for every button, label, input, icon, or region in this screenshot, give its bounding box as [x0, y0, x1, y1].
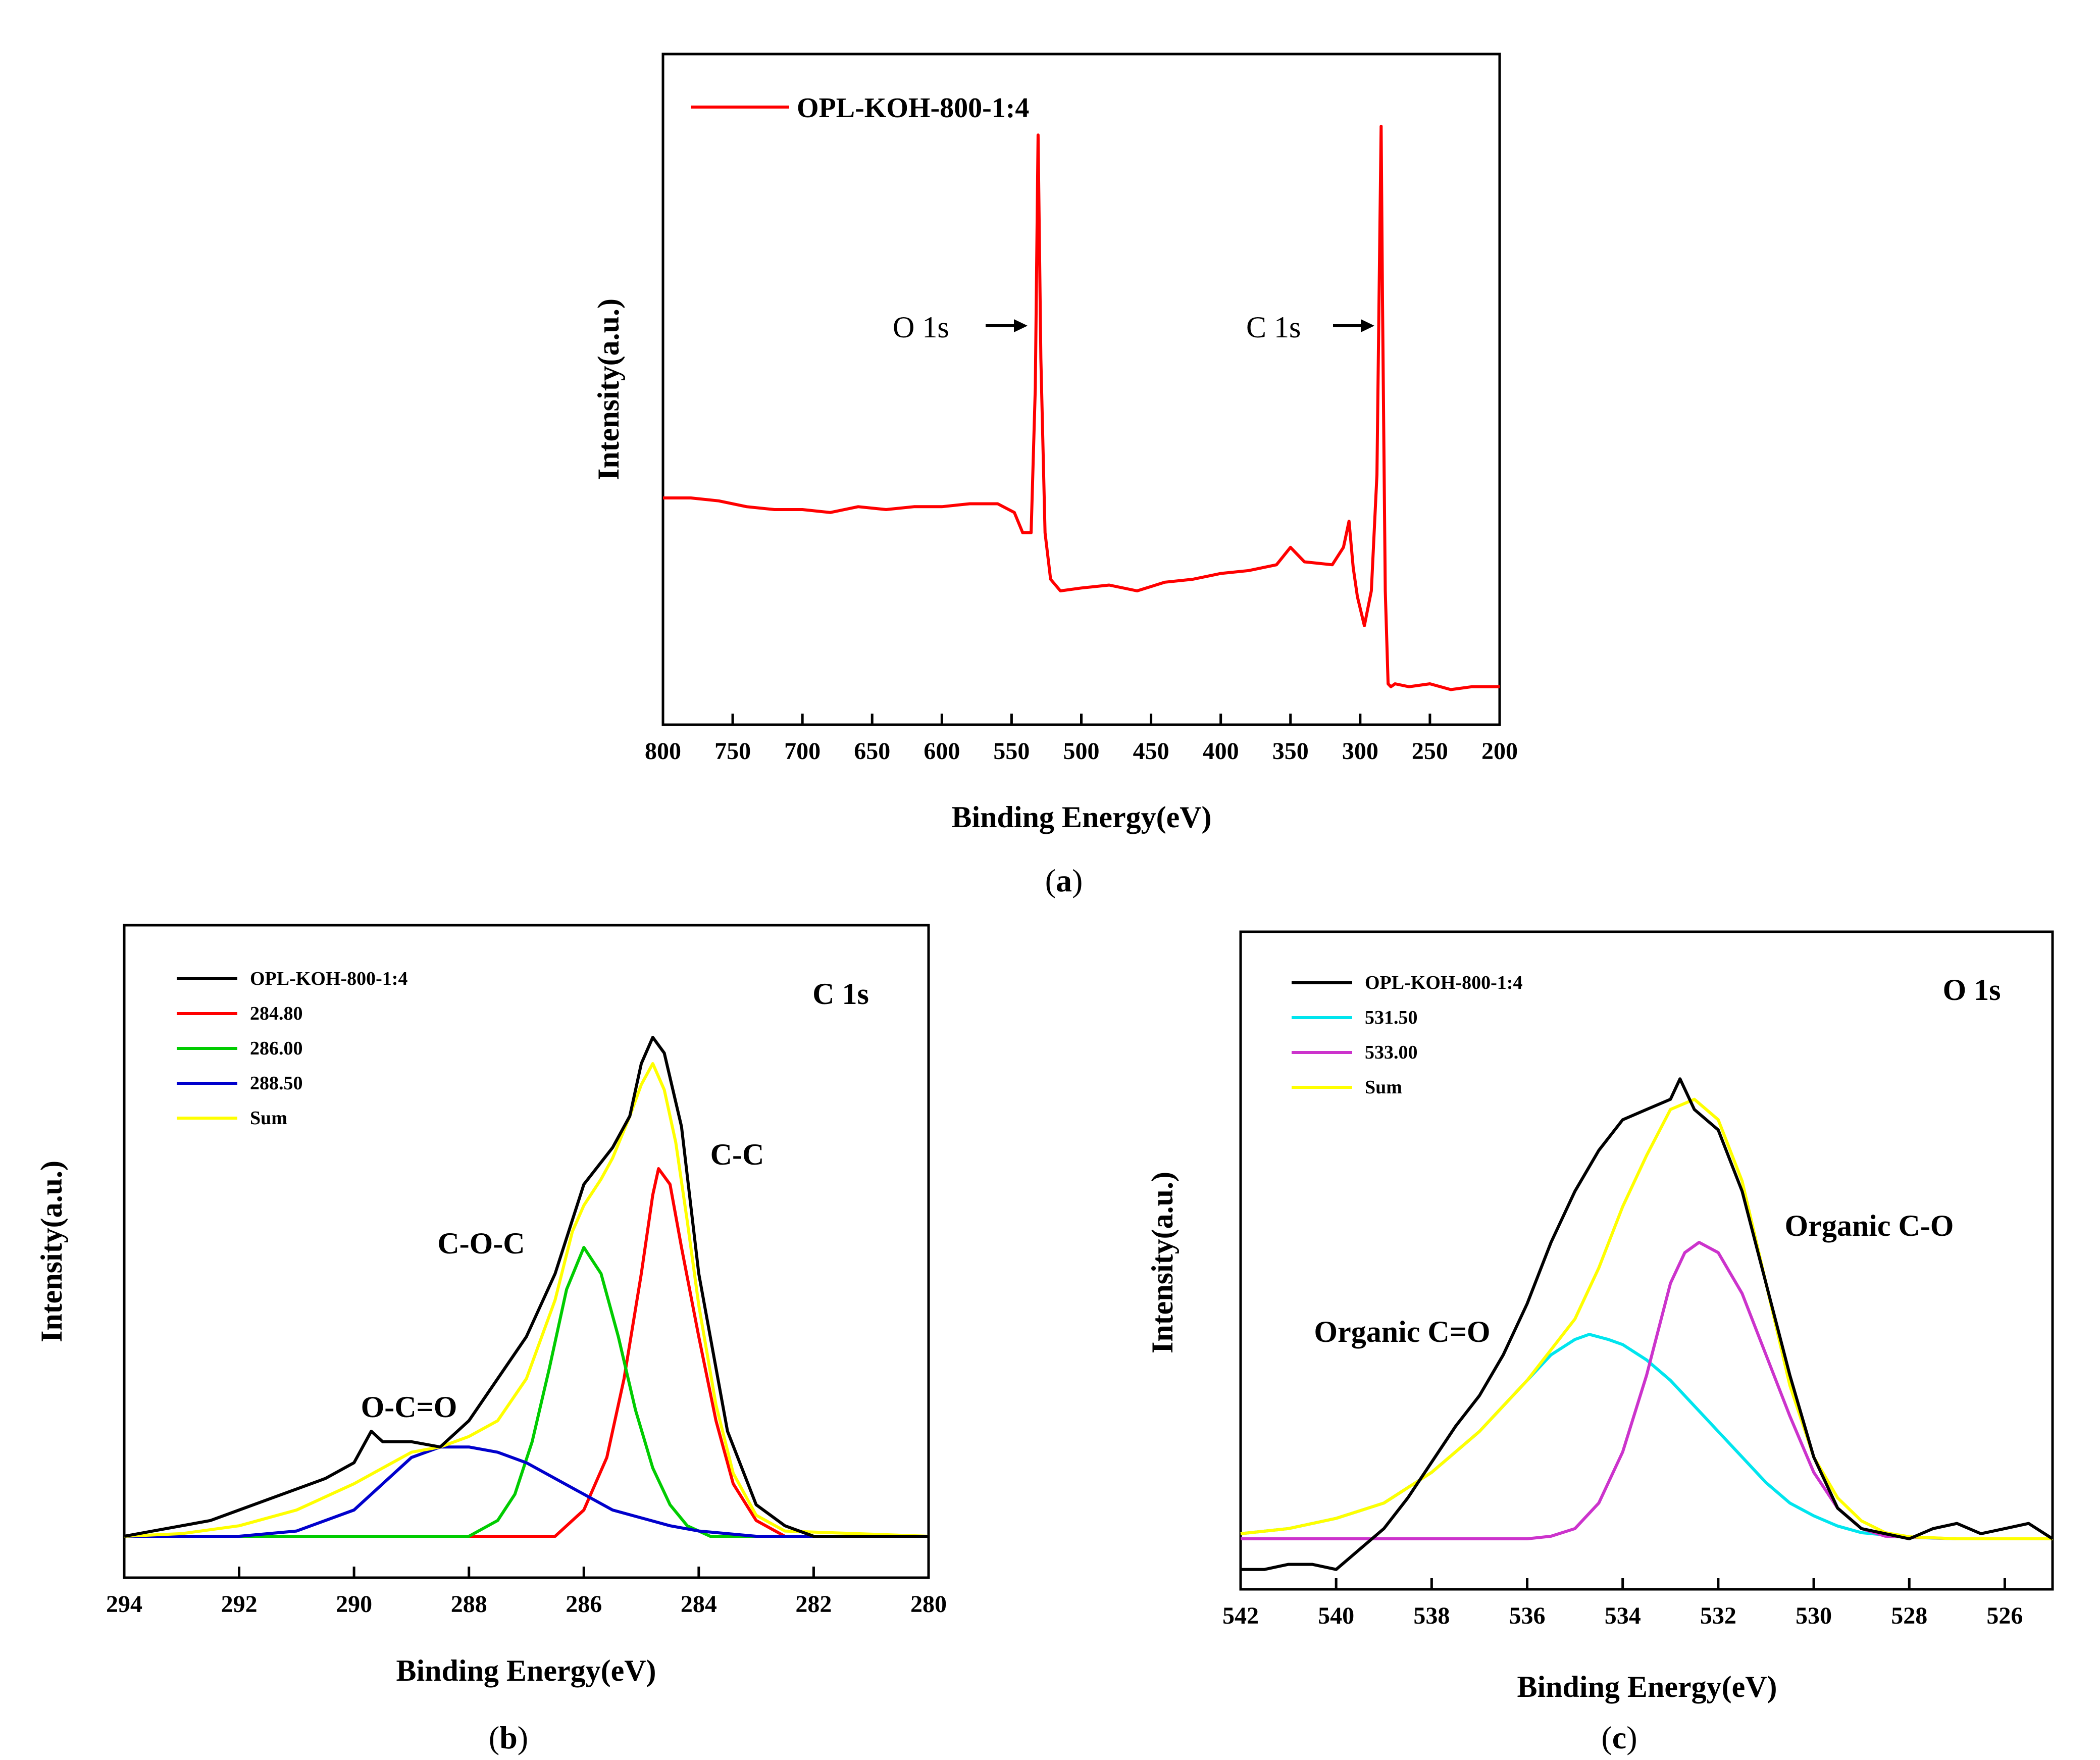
panel-c-x-ticks: 542 540 538 536 534 532 530 528 526 — [1222, 1578, 2023, 1629]
panel-b-series-286-00 — [124, 1246, 929, 1538]
panel-b-y-axis-title: Intensity(a.u.) — [35, 1161, 68, 1342]
panel-a-series — [663, 125, 1500, 691]
panel-a-y-axis-title: Intensity(a.u.) — [592, 298, 625, 480]
panel-b-title-label: C 1s — [812, 977, 869, 1011]
panel-a-legend-label-survey: OPL-KOH-800-1:4 — [797, 92, 1029, 124]
panel-b-x-tick-label-292: 292 — [221, 1591, 258, 1618]
panel-a-x-tick-label-650: 650 — [854, 738, 890, 765]
panel-a-x-tick-label-400: 400 — [1203, 738, 1239, 765]
panel-b-legend-label-284-80: 284.80 — [250, 1003, 303, 1024]
panel-b-x-tick-label-286: 286 — [566, 1591, 602, 1618]
panel-a-x-tick-label-200: 200 — [1481, 738, 1518, 765]
panel-c-legend-label-opl-koh-800-1-4: OPL-KOH-800-1:4 — [1365, 972, 1522, 993]
panel-a-x-tick-label-500: 500 — [1063, 738, 1100, 765]
panel-c-x-tick-label-526: 526 — [1986, 1602, 2023, 1629]
panel-b-c1s-spectrum: 294 292 290 288 286 284 282 280 OPL-KOH-800-1:4… — [35, 924, 947, 1755]
panel-b-plot-frame — [123, 924, 930, 1579]
panel-c-legend: OPL-KOH-800-1:4 531.50 533.00 Sum — [1292, 972, 1522, 1098]
panel-a-x-tick-label-800: 800 — [645, 738, 681, 765]
annotation-c-o-c: C-O-C — [437, 1227, 525, 1260]
panel-b-legend-label-sum: Sum — [250, 1108, 287, 1129]
annotation-organic-c-double-o: Organic C=O — [1314, 1315, 1490, 1348]
panel-c-plot-frame — [1239, 930, 2054, 1591]
panel-b-legend: OPL-KOH-800-1:4 284.80 286.00 288.50 Sum — [177, 968, 407, 1129]
panel-a-plot-frame — [661, 53, 1501, 726]
panel-b-x-axis-title: Binding Energy(eV) — [396, 1654, 656, 1687]
annotation-o1s-arrowhead — [1014, 319, 1028, 332]
panel-c-series — [1240, 1077, 2054, 1571]
annotation-organic-c-o: Organic C-O — [1785, 1209, 1954, 1242]
panel-a-caption-letter: a — [1056, 863, 1072, 898]
panel-c-o1s-spectrum: 542 540 538 536 534 532 530 528 526 OPL-KOH-800-… — [1146, 930, 2054, 1755]
panel-b-legend-label-288-50: 288.50 — [250, 1073, 303, 1094]
panel-b-x-ticks: 294 292 290 288 286 284 282 280 — [106, 1567, 947, 1618]
panel-b-series-284-80 — [124, 1167, 929, 1538]
annotation-o1s-label: O 1s — [893, 311, 949, 344]
panel-b-caption-letter: b — [499, 1720, 518, 1755]
panel-b-legend-label-opl-koh-800-1-4: OPL-KOH-800-1:4 — [250, 968, 407, 989]
panel-c-x-tick-label-540: 540 — [1318, 1602, 1354, 1629]
panel-b-series-opl-koh-800-1-4 — [124, 1036, 929, 1538]
panel-a-x-tick-label-300: 300 — [1342, 738, 1378, 765]
panel-b-caption: (b) — [489, 1720, 528, 1755]
panel-b-x-tick-label-280: 280 — [910, 1591, 947, 1618]
panel-c-title-label: O 1s — [1942, 973, 2001, 1007]
panel-a-x-tick-label-250: 250 — [1412, 738, 1448, 765]
annotation-c1s-arrowhead — [1361, 319, 1374, 332]
panel-a-x-tick-label-600: 600 — [924, 738, 960, 765]
panel-c-x-tick-label-528: 528 — [1891, 1602, 1927, 1629]
panel-a-series-opl-koh-800-1-4 — [663, 125, 1500, 691]
panel-c-legend-label-531-50: 531.50 — [1365, 1007, 1418, 1028]
panel-b-series — [124, 1036, 929, 1538]
panel-b-series-288-50 — [124, 1445, 929, 1538]
panel-b-x-tick-label-294: 294 — [106, 1591, 142, 1618]
panel-b-x-tick-label-284: 284 — [681, 1591, 717, 1618]
annotation-c1s-label: C 1s — [1246, 311, 1301, 344]
annotation-o-c-o: O-C=O — [361, 1390, 457, 1424]
panel-a-survey-spectrum: 800 750 700 650 600 550 500 450 400 350 300 250 200 … — [592, 53, 1518, 898]
panel-a-x-tick-label-450: 450 — [1133, 738, 1169, 765]
panel-a-x-axis-title: Binding Energy(eV) — [951, 800, 1211, 834]
panel-c-y-axis-title: Intensity(a.u.) — [1146, 1172, 1179, 1353]
panel-c-x-tick-label-532: 532 — [1700, 1602, 1736, 1629]
panel-c-legend-label-533-00: 533.00 — [1365, 1042, 1418, 1063]
panel-a-x-tick-label-700: 700 — [784, 738, 821, 765]
panel-a-x-tick-label-350: 350 — [1272, 738, 1309, 765]
panel-c-series-533-00 — [1241, 1241, 2053, 1540]
panel-b-series-sum — [124, 1062, 929, 1538]
panel-a-legend: OPL-KOH-800-1:4 — [691, 92, 1029, 124]
panel-a-caption: (a) — [1045, 863, 1083, 898]
panel-a-x-tick-label-750: 750 — [714, 738, 751, 765]
panel-c-legend-label-sum: Sum — [1365, 1077, 1402, 1098]
panel-a-x-ticks: 800 750 700 650 600 550 500 450 400 350 300 250 200 — [645, 714, 1518, 765]
panel-c-series-opl-koh-800-1-4 — [1241, 1077, 2054, 1571]
panel-c-x-tick-label-536: 536 — [1509, 1602, 1546, 1629]
panel-b-legend-label-286-00: 286.00 — [250, 1038, 303, 1059]
panel-c-x-tick-label-530: 530 — [1796, 1602, 1832, 1629]
panel-c-x-tick-label-538: 538 — [1413, 1602, 1450, 1629]
panel-c-caption: (c) — [1601, 1720, 1637, 1755]
panel-c-x-tick-label-534: 534 — [1605, 1602, 1641, 1629]
panel-b-x-tick-label-282: 282 — [795, 1591, 832, 1618]
panel-c-series-531-50 — [1240, 1333, 2053, 1540]
annotation-c-c: C-C — [710, 1138, 764, 1171]
panel-b-x-tick-label-288: 288 — [451, 1591, 487, 1618]
panel-c-x-axis-title: Binding Energy(eV) — [1517, 1670, 1777, 1703]
panel-c-x-tick-label-542: 542 — [1222, 1602, 1259, 1629]
panel-c-caption-letter: c — [1612, 1720, 1626, 1755]
panel-a-x-tick-label-550: 550 — [993, 738, 1030, 765]
panel-a-annotation-o1s: O 1s — [893, 311, 1028, 344]
panel-b-x-tick-label-290: 290 — [336, 1591, 372, 1618]
panel-a-annotation-c1s: C 1s — [1246, 311, 1374, 344]
panel-c-series-sum — [1240, 1097, 2053, 1540]
